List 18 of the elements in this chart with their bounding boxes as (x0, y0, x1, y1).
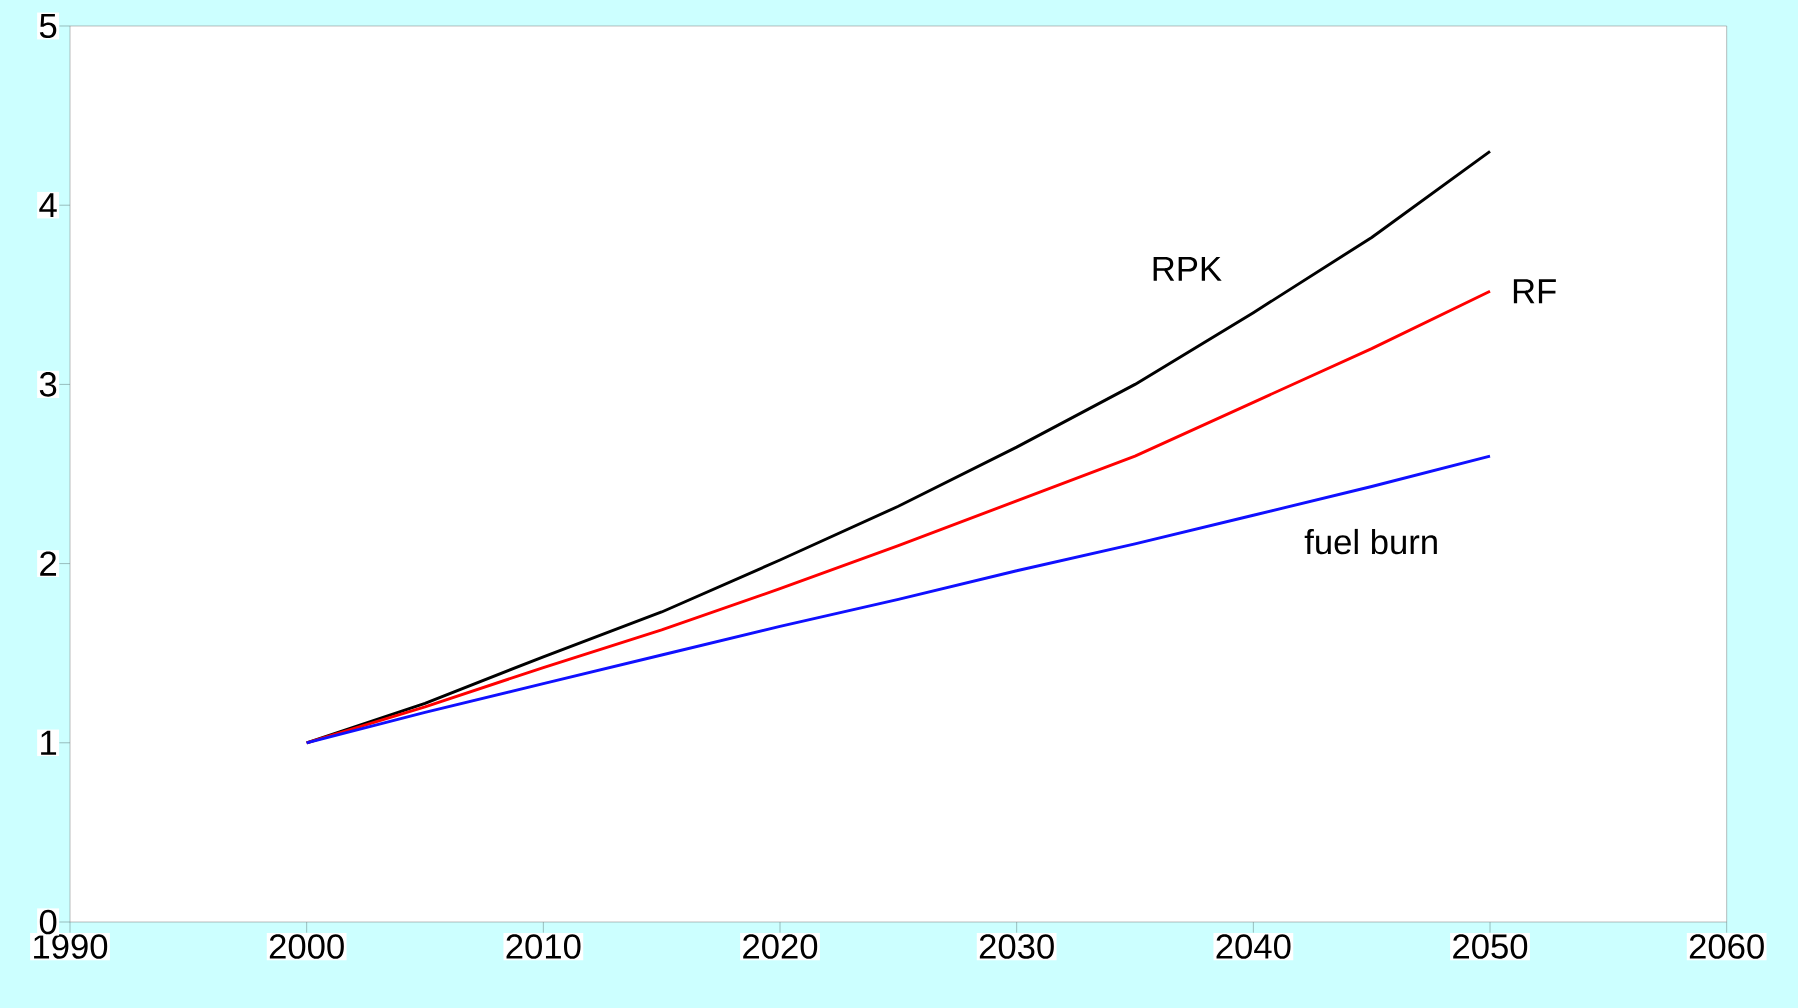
series-label: RF (1513, 279, 1556, 304)
x-tick-label: 2040 (1216, 934, 1291, 959)
x-tick-label: 2010 (506, 934, 581, 959)
x-tick-label: 2000 (269, 934, 344, 959)
x-tick-label: 2060 (1689, 934, 1764, 959)
series-label: RPK (1153, 256, 1222, 281)
line-series (305, 454, 1492, 745)
y-tick-label: 2 (40, 551, 57, 576)
x-tick-label: 2030 (979, 934, 1054, 959)
x-tick-label: 2050 (1453, 934, 1528, 959)
y-tick-label: 1 (41, 730, 57, 755)
y-tick-label: 4 (39, 193, 57, 218)
y-tick-label: 5 (39, 13, 57, 39)
x-tick-label: 2020 (743, 934, 818, 959)
y-tick-label: 3 (39, 372, 57, 397)
series-label: fuel burn (1304, 528, 1437, 555)
y-tick-label: 0 (39, 909, 57, 935)
x-tick-label: 1990 (34, 934, 108, 959)
